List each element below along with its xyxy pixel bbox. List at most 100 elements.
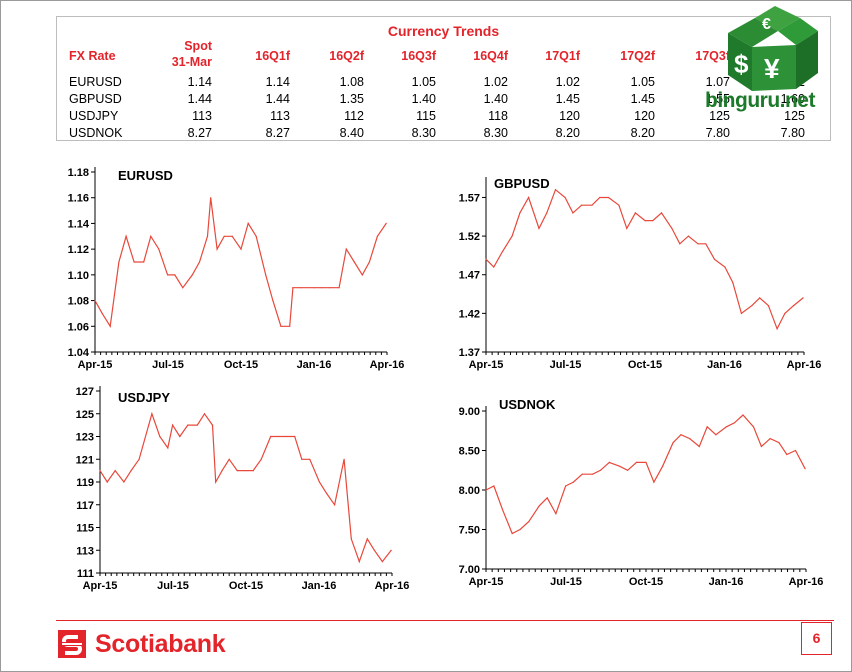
- data-point: [381, 561, 383, 563]
- data-point: [511, 532, 513, 535]
- y-tick-label: 1.12: [68, 244, 89, 256]
- data-point: [143, 261, 145, 263]
- data-point: [159, 435, 161, 438]
- data-point: [236, 470, 238, 472]
- data-point: [215, 481, 217, 483]
- table-row: USDJPY 113 113 112 115 118 120 120 125 125: [57, 109, 830, 125]
- series-line: [99, 411, 392, 564]
- watermark-text: binguru.net: [705, 89, 815, 112]
- x-tick-label: Oct-15: [628, 359, 662, 371]
- data-point: [285, 435, 287, 438]
- x-tick-label: Jul-15: [550, 359, 582, 371]
- data-point: [802, 297, 804, 299]
- table-cell: 1.40: [483, 92, 508, 106]
- data-point: [607, 196, 610, 199]
- table-cell: 1.05: [630, 75, 655, 89]
- data-point: [300, 287, 302, 289]
- data-point: [804, 468, 806, 470]
- header-spot-date: 31-Mar: [171, 55, 212, 69]
- table-cell: 1.40: [411, 92, 436, 106]
- table-cell: 8.27: [187, 126, 212, 140]
- data-point: [221, 470, 223, 472]
- data-point: [599, 469, 602, 471]
- data-point: [555, 513, 557, 515]
- y-tick-label: 1.52: [459, 231, 480, 243]
- data-point: [502, 509, 504, 511]
- data-point: [376, 235, 378, 237]
- chart-eurusd: 1.04 1.06 1.08 1.10 1.12 1.14 1.16 1.18 Apr-15 Ju…: [68, 167, 404, 371]
- table-cell: 1.44: [265, 92, 290, 106]
- table-row: GBPUSD 1.44 1.44 1.35 1.40 1.40 1.45 1.45 1.55 1.…: [57, 92, 830, 108]
- data-point: [776, 328, 778, 330]
- data-point: [231, 235, 233, 237]
- table-cell: 8.30: [411, 126, 436, 140]
- y-tick-label: 1.14: [68, 218, 90, 230]
- table-cell: 1.02: [555, 75, 580, 89]
- table-cell: 112: [344, 109, 364, 123]
- y-tick-label: 7.50: [459, 525, 480, 537]
- data-point: [793, 305, 795, 307]
- data-point: [106, 481, 108, 483]
- chart-title: USDNOK: [499, 397, 556, 412]
- table-cell: 113: [270, 109, 290, 123]
- data-point: [680, 434, 682, 436]
- data-point: [223, 235, 225, 237]
- x-tick-label: Jan-16: [302, 580, 337, 592]
- x-tick-label: Oct-15: [229, 580, 263, 592]
- x-tick-label: Oct-15: [629, 576, 663, 588]
- data-point: [133, 261, 135, 263]
- table-cell: 1.14: [265, 75, 290, 89]
- data-point: [519, 528, 521, 531]
- header-fx-rate: FX Rate: [69, 49, 116, 63]
- table-cell: 120: [634, 109, 655, 123]
- table-cell: 113: [192, 109, 212, 123]
- data-point: [645, 461, 647, 463]
- header-col-16q2f: 16Q2f: [329, 49, 364, 63]
- svg-text:¥: ¥: [764, 53, 780, 84]
- data-point: [519, 212, 521, 214]
- data-point: [101, 312, 103, 314]
- data-point: [130, 470, 132, 472]
- data-point: [313, 287, 315, 289]
- data-point: [752, 426, 755, 428]
- data-point: [196, 424, 198, 426]
- data-point: [191, 274, 193, 276]
- data-point: [390, 549, 392, 551]
- table-cell: 7.80: [780, 126, 805, 140]
- data-point: [732, 281, 734, 284]
- header-col-17q1f: 17Q1f: [545, 49, 580, 63]
- binguru-cube-icon: € $ ¥: [728, 6, 818, 91]
- data-point: [715, 434, 717, 436]
- data-point: [270, 435, 272, 438]
- y-tick-label: 127: [76, 386, 94, 398]
- table-cell: 1.07: [705, 75, 730, 89]
- data-point: [343, 458, 345, 460]
- table-cell: 1.60: [780, 92, 805, 106]
- table-cell: 8.20: [630, 126, 655, 140]
- y-tick-label: 1.10: [68, 270, 89, 282]
- y-tick-label: 1.57: [459, 192, 480, 204]
- table-cell: 1.02: [483, 75, 508, 89]
- data-point: [635, 461, 638, 463]
- chart-usdjpy: 111 113 115 117 119 121 123 125 127 Apr-15 Jul-15 O…: [76, 386, 409, 592]
- data-point: [265, 274, 267, 276]
- data-point: [554, 189, 557, 191]
- data-point: [713, 258, 716, 260]
- data-point: [679, 243, 681, 245]
- table-cell: 125: [709, 109, 730, 123]
- data-point: [724, 266, 726, 268]
- data-point: [784, 312, 786, 314]
- data-point: [698, 445, 700, 448]
- data-point: [485, 258, 487, 260]
- header-col-17q3f: 17Q3f: [695, 49, 730, 63]
- x-tick-label: Jul-15: [157, 580, 189, 592]
- data-point: [350, 538, 352, 540]
- y-tick-label: 123: [76, 432, 94, 444]
- data-point: [581, 204, 583, 206]
- data-point: [114, 470, 116, 472]
- x-tick-label: Apr-16: [789, 576, 824, 588]
- data-point: [485, 489, 487, 491]
- table-cell: 7.80: [705, 126, 730, 140]
- data-point: [662, 465, 664, 467]
- data-point: [99, 470, 101, 472]
